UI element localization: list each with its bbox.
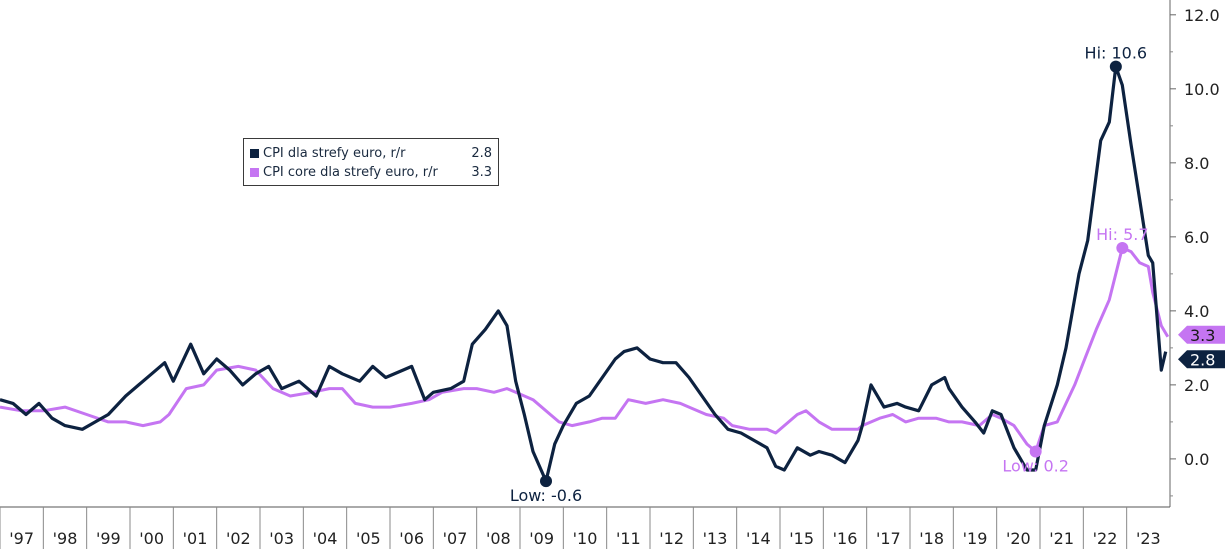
x-tick-label: '17 bbox=[876, 529, 901, 548]
last-value-tags: 3.32.8 bbox=[1178, 325, 1225, 369]
x-tick-label: '07 bbox=[443, 529, 468, 548]
x-tick-label: '01 bbox=[183, 529, 208, 548]
extreme-marker bbox=[1109, 60, 1122, 73]
x-tick-label: '05 bbox=[356, 529, 381, 548]
annotations: Hi: 10.6 Low: -0.6 Hi: 5.7 Low: 0.2 bbox=[510, 44, 1149, 505]
x-tick-label: '21 bbox=[1049, 529, 1074, 548]
x-tick-label: '19 bbox=[963, 529, 988, 548]
legend-label-cpi-core: CPI core dla strefy euro, r/r bbox=[263, 165, 438, 180]
x-tick-label: '00 bbox=[139, 529, 164, 548]
x-tick-label: '13 bbox=[703, 529, 728, 548]
x-tick-label: '08 bbox=[486, 529, 511, 548]
last-value-tag-cpi-core bbox=[1178, 325, 1225, 344]
x-tick-label: '04 bbox=[313, 529, 338, 548]
x-tick-label: '12 bbox=[659, 529, 684, 548]
x-tick-label: '18 bbox=[919, 529, 944, 548]
x-tick-label: '09 bbox=[529, 529, 554, 548]
legend-entry-cpi: CPI dla strefy euro, r/r 2.8 bbox=[250, 144, 492, 163]
y-tick-label: 4.0 bbox=[1184, 302, 1209, 321]
legend-entry-cpi-core: CPI core dla strefy euro, r/r 3.3 bbox=[250, 163, 492, 182]
series-line-cpi bbox=[0, 65, 1168, 483]
legend-swatch-cpi-core bbox=[250, 168, 259, 177]
x-tick-label: '97 bbox=[9, 529, 34, 548]
y-tick-label: 0.0 bbox=[1184, 450, 1209, 469]
x-tick-label: '14 bbox=[746, 529, 771, 548]
y-tick-label: 10.0 bbox=[1184, 80, 1220, 99]
legend-value-cpi-core: 3.3 bbox=[471, 165, 492, 180]
x-tick-label: '10 bbox=[573, 529, 598, 548]
plot-lines bbox=[0, 65, 1170, 483]
last-value-tag-cpi bbox=[1178, 350, 1225, 369]
extreme-label: Hi: 5.7 bbox=[1096, 225, 1148, 244]
x-axis: '97 '98 '99 '00 '01 '02 '03 '04 '05 '06 '07 '08 '09 '… bbox=[0, 506, 1170, 549]
x-tick-label: '11 bbox=[616, 529, 641, 548]
last-value-text: 2.8 bbox=[1190, 350, 1215, 369]
x-tick-label: '03 bbox=[269, 529, 294, 548]
x-tick-label: '99 bbox=[96, 529, 121, 548]
extreme-label: Low: 0.2 bbox=[1002, 456, 1069, 475]
x-tick-label: '98 bbox=[53, 529, 78, 548]
x-tick-label: '15 bbox=[789, 529, 814, 548]
last-value-text: 3.3 bbox=[1190, 326, 1215, 345]
x-tick-label: '20 bbox=[1006, 529, 1031, 548]
y-tick-label: 6.0 bbox=[1184, 228, 1209, 247]
y-tick-label: 12.0 bbox=[1184, 6, 1220, 25]
y-tick-label: 8.0 bbox=[1184, 154, 1209, 173]
y-axis: 12.0 10.0 8.0 6.0 4.0 2.0 0.0 bbox=[1169, 0, 1220, 507]
extreme-label: Low: -0.6 bbox=[510, 486, 582, 505]
legend-label-cpi: CPI dla strefy euro, r/r bbox=[263, 146, 406, 161]
x-tick-label: '02 bbox=[226, 529, 251, 548]
legend-swatch-cpi bbox=[250, 149, 259, 158]
extreme-label: Hi: 10.6 bbox=[1085, 44, 1148, 63]
y-tick-label: 2.0 bbox=[1184, 376, 1209, 395]
chart-legend: CPI dla strefy euro, r/r 2.8 CPI core dl… bbox=[243, 138, 499, 186]
extreme-marker bbox=[1029, 445, 1042, 458]
extreme-marker bbox=[1116, 241, 1129, 254]
x-tick-label: '06 bbox=[399, 529, 424, 548]
extreme-marker bbox=[540, 475, 552, 488]
x-tick-label: '22 bbox=[1093, 529, 1118, 548]
legend-value-cpi: 2.8 bbox=[471, 146, 492, 161]
x-tick-label: '16 bbox=[833, 529, 858, 548]
x-tick-label: '23 bbox=[1136, 529, 1161, 548]
series-line-cpi-core bbox=[0, 246, 1170, 453]
